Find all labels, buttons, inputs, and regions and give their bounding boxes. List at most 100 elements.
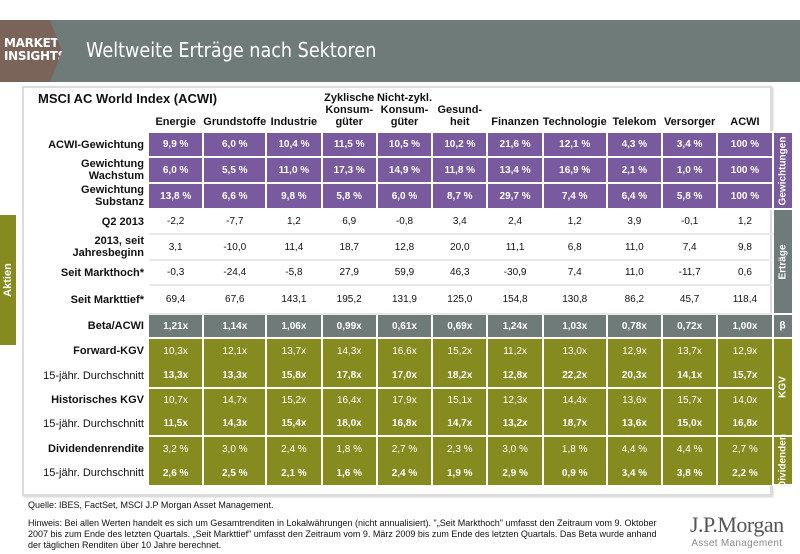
table-row: Forward-KGV 10,3x 12,1x 13,7x 14,3x 16,6x 15,2… — [30, 337, 794, 437]
row-label: 15-jähr. Durchschnitt — [30, 362, 149, 389]
column-header: Gesund-heit — [437, 104, 483, 128]
table-cell: 22,2x — [541, 363, 608, 388]
table-cell: 12,3x — [486, 387, 544, 412]
table-cell: 2,1 % — [265, 461, 323, 485]
table-cell: 100 % — [716, 131, 774, 158]
row-label: Dividendenrendite — [30, 435, 149, 462]
column-header: Finanzen — [491, 116, 539, 128]
table-cell: 15,2x — [265, 387, 323, 412]
table-cell: 13,3x — [202, 363, 268, 388]
table-cell: 3,1 — [146, 233, 205, 261]
table-cell: -0,1 — [660, 208, 719, 235]
table-cell: 118,4 — [716, 284, 774, 315]
section-label-text: β — [779, 320, 786, 332]
table-row: Q2 2013 -2,2 -7,7 1,2 6,9 -0,8 3,4 2,4 1,2 3,9 -0,… — [30, 208, 794, 315]
row-label: Gewichtung Substanz — [30, 182, 149, 210]
table-cell: 3,0 % — [486, 435, 544, 461]
table-cell: 100 % — [716, 156, 774, 184]
table-cell: 14,7x — [431, 412, 489, 436]
table-cell: 13,6x — [605, 387, 664, 412]
table-cell: 14,0x — [716, 387, 774, 412]
table-cell: 29,7 % — [486, 182, 544, 210]
table-cell: 45,7 — [660, 284, 719, 315]
table-cell: 11,5x — [146, 412, 205, 436]
table-cell: 59,9 — [375, 259, 434, 286]
table-cell: 10,4 % — [265, 131, 323, 158]
table-cell: 12,8x — [486, 363, 544, 388]
table-cell: 0,78x — [605, 313, 664, 339]
table-cell: 3,4 % — [660, 131, 719, 158]
table-cell: 17,3 % — [320, 156, 378, 184]
section-label-pe: KGV — [771, 337, 794, 437]
table-cell: 6,6 % — [202, 182, 268, 210]
row-label: 15-jähr. Durchschnitt — [30, 460, 149, 486]
table-cell: 7,4 — [660, 233, 719, 261]
table-cell: 14,9 % — [375, 156, 434, 184]
table-cell: 14,3x — [202, 412, 268, 436]
table-cell: 16,8x — [716, 412, 774, 436]
table-cell: 15,8x — [265, 363, 323, 388]
table-cell: 0,72x — [660, 313, 719, 339]
table-cell: 13,0x — [541, 337, 608, 363]
table-cell: 17,9x — [375, 387, 434, 412]
column-header: ACWI — [730, 116, 760, 128]
table-cell: 11,5 % — [320, 131, 378, 158]
table-cell: 13,6x — [605, 412, 664, 436]
table-cell: 6,8 — [541, 233, 608, 261]
table-cell: 15,7x — [660, 387, 719, 412]
table-cell: 5,8 % — [320, 182, 378, 210]
column-header: Technologie — [542, 116, 607, 128]
table-cell: 2,4 % — [375, 461, 434, 485]
table-cell: 2,1 % — [605, 156, 664, 184]
table-cell: 3,2 % — [146, 435, 205, 461]
table-cell: 15,2x — [431, 337, 489, 363]
column-header: Versorger — [663, 116, 716, 128]
row-label: Forward-KGV — [30, 337, 149, 364]
footnote: Hinweis: Bei allen Werten handelt es sic… — [28, 518, 657, 550]
table-cell: 2,4 % — [265, 435, 323, 461]
table-cell: 17,8x — [320, 363, 378, 388]
column-header: Zyklische Konsum-güter — [324, 92, 375, 128]
table-cell: 2,9 % — [486, 461, 544, 485]
table-cell: 69,4 — [146, 284, 205, 315]
table-cell: 3,9 — [605, 208, 664, 235]
table-cell: 2,7 % — [716, 435, 774, 461]
table-cell: 1,00x — [716, 313, 774, 339]
table-cell: 18,7 — [320, 233, 378, 261]
table-row: Seit Markttief* 69,4 67,6 143,1 195,2 131,9 12… — [30, 284, 793, 315]
column-header: Nicht-zykl. Konsum-güter — [376, 92, 432, 128]
row-label: Q2 2013 — [30, 208, 149, 235]
table-cell: -7,7 — [202, 208, 268, 235]
table-row: Gewichtung Substanz 13,8 % 6,6 % 9,8 % 5,8 %… — [30, 182, 793, 210]
section-label-text: Dividenden — [777, 433, 789, 488]
table-row: Beta/ACWI 1,21x 1,14x 1,06x 0,99x 0,61x 0,69x 1… — [30, 313, 794, 339]
table-cell: 0,6 — [716, 259, 774, 286]
table-cell: 2,4 — [486, 208, 544, 235]
corner — [31, 92, 148, 132]
table-cell: 10,3x — [146, 337, 205, 363]
table-row: ACWI-Gewichtung 9,9 % 6,0 % 10,4 % 11,5 % 10,… — [30, 131, 794, 210]
table-cell: -24,4 — [202, 259, 268, 286]
table-cell: 5,8 % — [660, 182, 719, 210]
table-cell: 20,0 — [431, 233, 489, 261]
sector-table: Energie Grundstoffe Industrie Zyklische Kon… — [30, 92, 794, 488]
table-cell: 1,21x — [146, 313, 205, 339]
market-insights-tag: MARKET INSIGHTS — [0, 20, 62, 82]
table-cell: 9,8 — [716, 233, 774, 261]
page-title: Weltweite Erträge nach Sektoren — [86, 38, 377, 62]
table-cell: 2,6 % — [146, 461, 205, 485]
column-header: Industrie — [270, 116, 318, 128]
table-cell: -0,8 — [375, 208, 434, 235]
table-cell: 11,1 — [486, 233, 544, 261]
table-cell: 11,8 % — [431, 156, 489, 184]
table-cell: 27,9 — [320, 259, 378, 286]
table-cell: 1,0 % — [660, 156, 719, 184]
table-cell: 1,2 — [265, 208, 323, 235]
logo-sub: Asset Management — [691, 538, 783, 549]
table-cell: 8,7 % — [431, 182, 489, 210]
table-cell: 16,4x — [320, 387, 378, 412]
table-cell: 7,4 % — [541, 182, 608, 210]
table-cell: 6,9 — [320, 208, 378, 235]
table-cell: 4,4 % — [605, 435, 664, 461]
table-cell: 11,0 % — [265, 156, 323, 184]
